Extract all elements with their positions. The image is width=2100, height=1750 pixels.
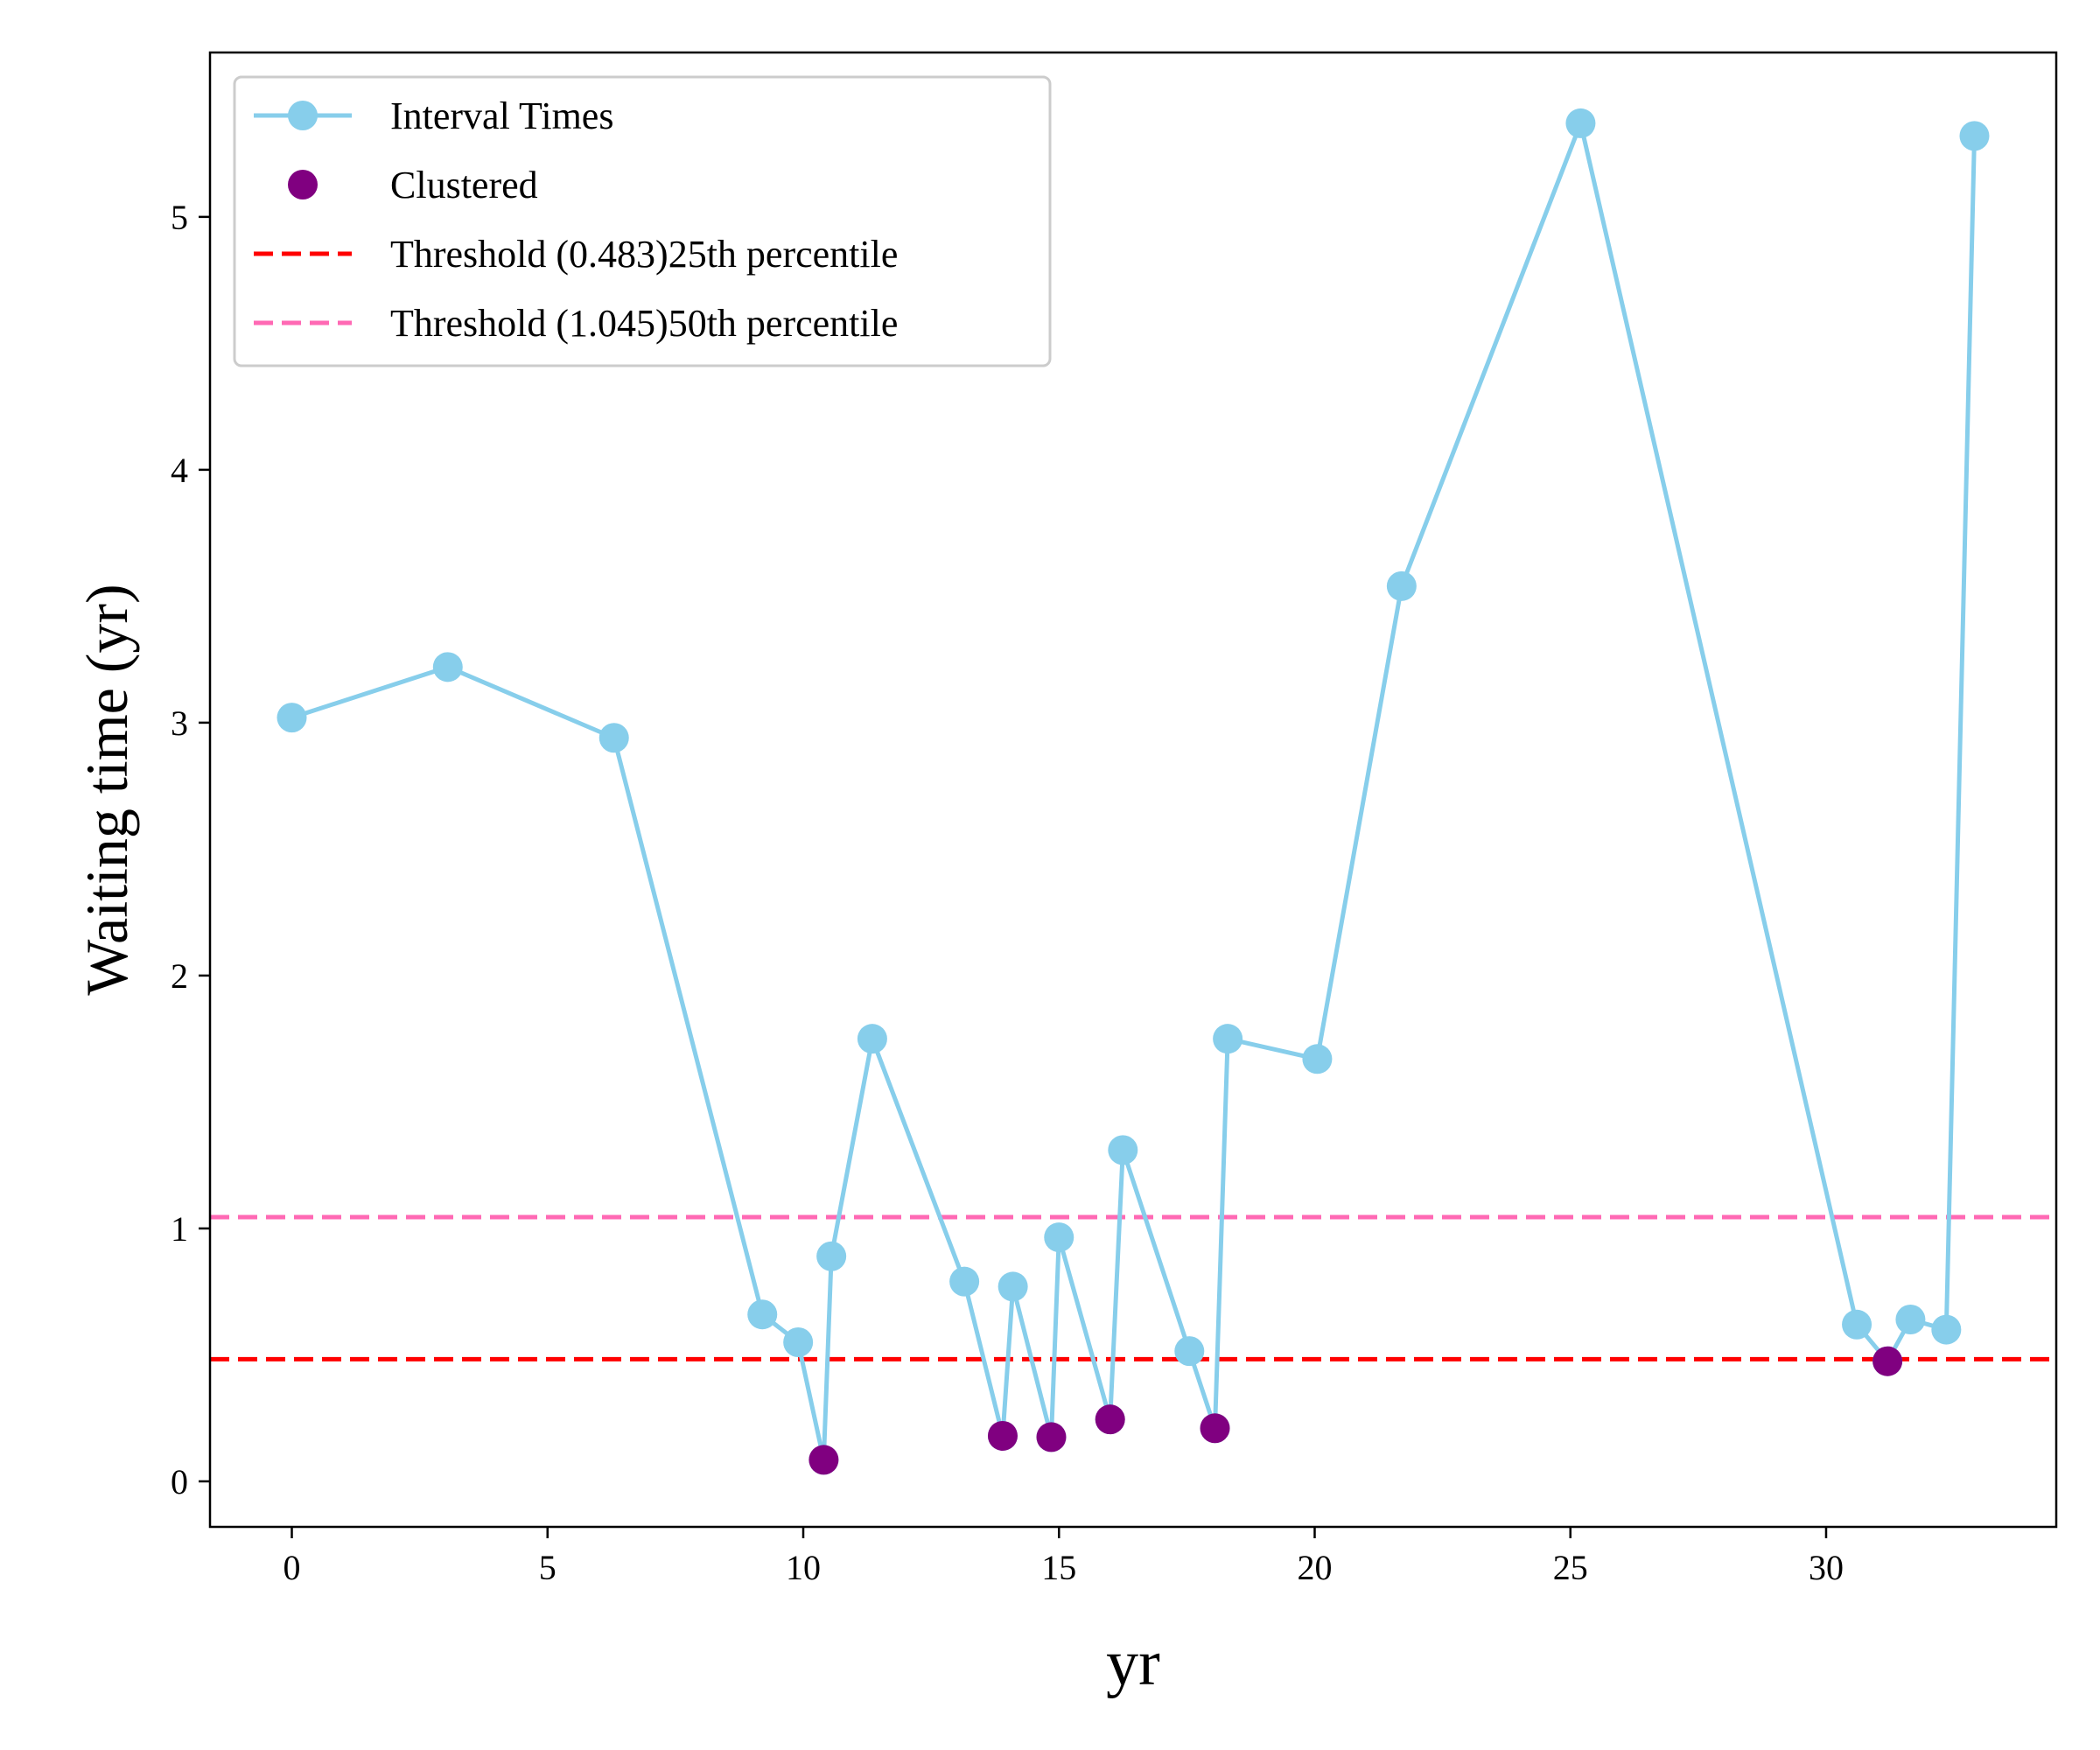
y-tick-label: 1: [171, 1209, 188, 1249]
data-point: [276, 703, 307, 733]
y-tick-label: 4: [171, 451, 188, 490]
data-point: [432, 652, 463, 682]
data-point: [1036, 1422, 1067, 1452]
data-point: [1931, 1314, 1962, 1345]
data-point: [987, 1420, 1018, 1451]
axes-frame: [208, 51, 2058, 1529]
data-point: [1872, 1346, 1903, 1376]
series-2: [808, 1346, 1903, 1475]
data-point: [1108, 1135, 1138, 1166]
data-point: [1213, 1024, 1243, 1054]
y-axis-ticks: 0 1 2 3 4 5: [171, 198, 210, 1502]
x-axis-label: yr: [1106, 1628, 1160, 1699]
data-point: [747, 1299, 778, 1330]
legend-label: Threshold (1.045)50th percentile: [390, 302, 898, 345]
y-tick-label: 3: [171, 704, 188, 743]
x-axis-ticks: 0 5 10 15 20 25 30: [284, 1527, 1844, 1587]
legend-label: Threshold (0.483)25th percentile: [390, 233, 898, 276]
x-tick-label: 30: [1809, 1548, 1844, 1587]
data-point: [1174, 1336, 1205, 1367]
data-point: [998, 1271, 1028, 1302]
data-point: [1565, 108, 1596, 138]
legend-label: Interval Times: [390, 94, 613, 137]
data-point: [1095, 1404, 1125, 1435]
data-point: [783, 1327, 814, 1358]
series-line: [290, 121, 1977, 1462]
series-layer: [276, 108, 1990, 1475]
data-point: [1200, 1413, 1230, 1444]
legend-marker: [288, 170, 318, 200]
legend-label: Clustered: [390, 164, 538, 206]
x-tick-label: 10: [786, 1548, 821, 1587]
data-point: [1386, 570, 1417, 601]
x-tick-label: 0: [284, 1548, 301, 1587]
legend-box: [233, 75, 1052, 368]
x-tick-label: 25: [1553, 1548, 1588, 1587]
legend: Interval Times Clustered Threshold (0.483)…: [233, 75, 1052, 368]
data-point: [808, 1445, 839, 1475]
legend-marker: [288, 101, 318, 130]
y-axis-label: Waiting time (yr): [74, 584, 140, 995]
x-tick-label: 5: [539, 1548, 556, 1587]
data-point: [1959, 121, 1990, 151]
y-tick-label: 2: [171, 956, 188, 996]
data-point: [1895, 1305, 1926, 1335]
data-point: [1842, 1309, 1872, 1340]
x-tick-label: 15: [1041, 1548, 1076, 1587]
data-point: [1044, 1222, 1074, 1253]
data-point: [816, 1241, 847, 1271]
x-tick-label: 20: [1297, 1548, 1332, 1587]
y-tick-label: 0: [171, 1462, 188, 1502]
data-point: [857, 1024, 887, 1054]
data-point: [1302, 1044, 1333, 1074]
data-point: [598, 723, 629, 753]
y-tick-label: 5: [171, 198, 188, 237]
data-point: [949, 1266, 980, 1297]
